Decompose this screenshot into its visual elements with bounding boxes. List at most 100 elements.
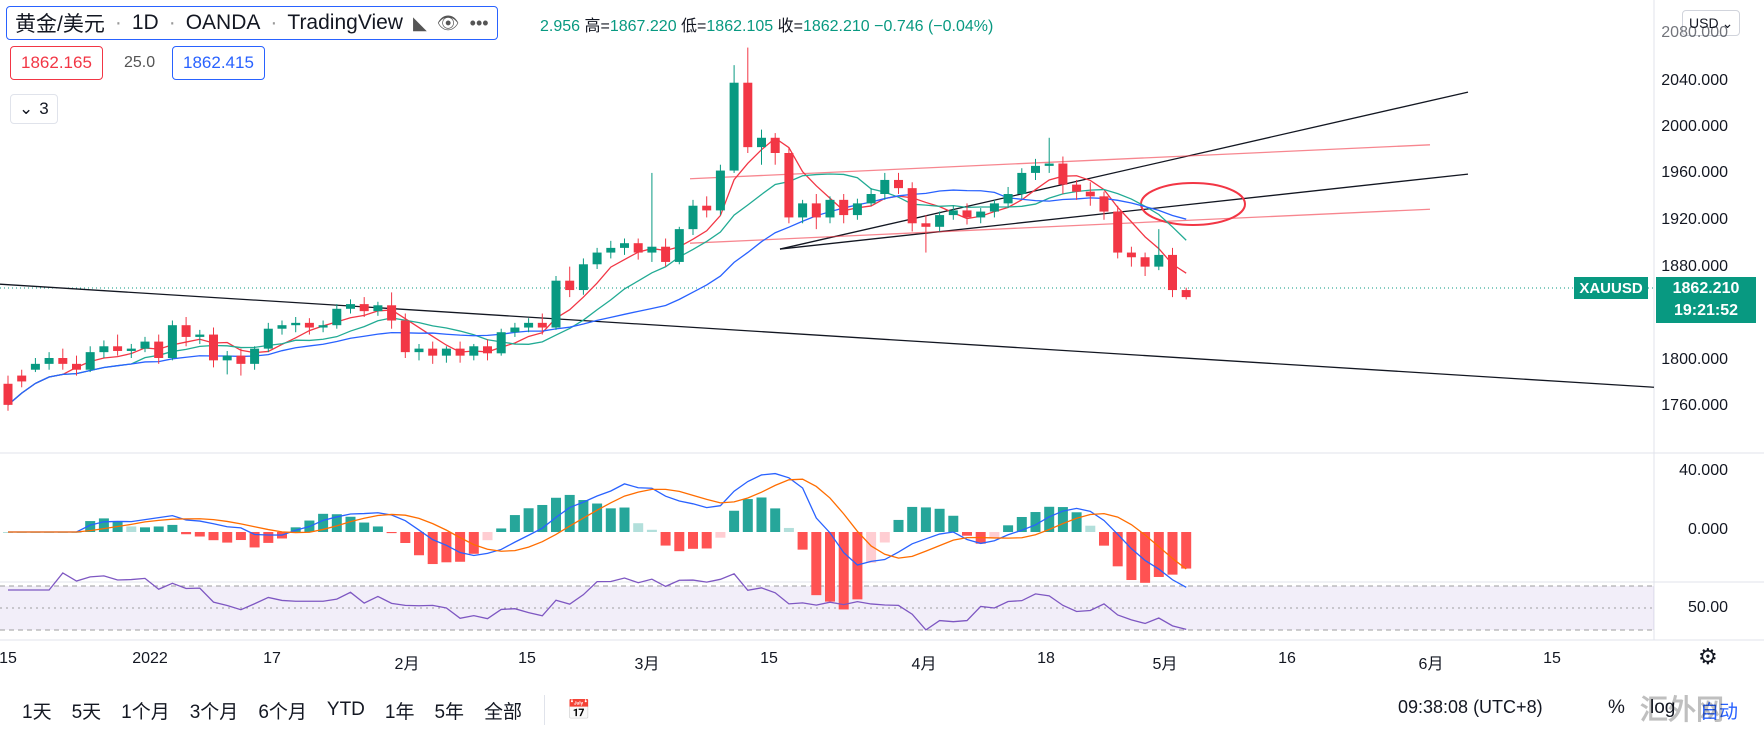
candle-body <box>373 305 383 312</box>
range-ytd[interactable]: YTD <box>326 699 365 720</box>
log-toggle[interactable]: log <box>1650 697 1676 718</box>
more-icon[interactable]: ••• <box>469 12 489 33</box>
range-1d[interactable]: 1天 <box>22 701 52 723</box>
sell-button[interactable]: 1862.165 <box>10 46 103 80</box>
eye-icon[interactable]: 👁 <box>436 12 460 33</box>
candle-body <box>592 252 602 265</box>
candle-body <box>1072 184 1082 192</box>
candle-body <box>236 355 246 364</box>
range-1m[interactable]: 1个月 <box>121 701 170 723</box>
price-label: 1760.000 <box>1661 397 1728 414</box>
time-axis-label: 15 <box>518 650 536 667</box>
macd-histogram-bar <box>1085 525 1096 532</box>
currency-button[interactable]: USD ⌄ <box>1682 10 1741 36</box>
macd-histogram-bar <box>962 532 972 536</box>
macd-histogram-bar <box>756 497 767 532</box>
trendline-channel-lower <box>779 173 1469 250</box>
candle-body <box>962 210 972 218</box>
close-value: 1862.210 <box>802 18 870 35</box>
percent-toggle[interactable]: % <box>1608 697 1625 718</box>
range-5y[interactable]: 5年 <box>434 701 465 723</box>
legend-dot: · <box>168 11 176 34</box>
signal-line <box>8 478 1187 570</box>
macd-histogram-bar <box>208 532 219 541</box>
range-1y[interactable]: 1年 <box>384 701 415 723</box>
macd-histogram-bar <box>838 532 849 610</box>
range-3m[interactable]: 3个月 <box>189 701 239 723</box>
macd-histogram-bar <box>866 532 877 563</box>
candle-body <box>894 179 903 189</box>
macd-histogram-bar <box>1140 532 1151 583</box>
candle-body <box>551 280 561 328</box>
candle-body <box>291 322 301 326</box>
candle-body <box>346 304 355 309</box>
flag-icon[interactable]: ◣ <box>412 12 427 33</box>
candle-body <box>688 205 698 230</box>
macd-histogram-bar <box>592 503 603 532</box>
candle-body <box>1099 196 1109 212</box>
macd-histogram-bar <box>509 515 520 532</box>
macd-histogram-bar <box>551 497 561 532</box>
macd-histogram-bar <box>1181 532 1192 569</box>
candle-body <box>1113 211 1123 253</box>
trendline-red-lower <box>689 208 1431 244</box>
candle-body <box>565 280 575 291</box>
range-6m[interactable]: 6个月 <box>258 701 307 723</box>
clock-timezone[interactable]: 09:38:08 (UTC+8) <box>1398 697 1543 717</box>
auto-toggle[interactable]: 自动 <box>1700 702 1739 723</box>
gear-icon[interactable]: ⚙ <box>1698 644 1718 669</box>
macd-histogram-bar <box>372 526 383 532</box>
symbol-title[interactable]: 黄金/美元 <box>15 13 105 36</box>
candle-body <box>1181 290 1191 298</box>
range-all[interactable]: 全部 <box>484 701 523 723</box>
candle-body <box>606 247 616 253</box>
macd-histogram-bar <box>537 504 548 532</box>
time-axis-label: 15 <box>0 650 17 667</box>
macd-histogram-bar <box>1099 532 1109 546</box>
spread-value: 25.0 <box>124 54 156 71</box>
macd-histogram-bar <box>263 532 274 543</box>
macd-histogram-bar <box>934 508 945 532</box>
candle-body <box>620 243 629 248</box>
candle-body <box>469 346 479 356</box>
macd-histogram-bar <box>633 523 644 532</box>
trendline-long-descending <box>0 283 1655 388</box>
candle-body <box>811 203 821 218</box>
toolbar-divider <box>544 695 546 725</box>
macd-histogram-bar <box>427 532 438 565</box>
macd-histogram-bar <box>1044 506 1055 532</box>
candle-body <box>428 348 438 356</box>
macd-histogram-bar <box>1071 512 1082 532</box>
candle-body <box>729 82 739 171</box>
indicators-toggle[interactable]: ⌄ 3 <box>10 94 58 124</box>
macd-histogram-bar <box>688 532 698 549</box>
macd-histogram-bar <box>153 526 164 532</box>
macd-histogram-bar <box>140 527 150 532</box>
candle-body <box>757 137 766 148</box>
chevron-down-icon: ⌄ <box>1721 14 1734 31</box>
symbol-legend[interactable]: 黄金/美元 · 1D · OANDA · TradingView ◣ 👁 ••• <box>6 6 498 40</box>
candle-body <box>1168 254 1177 291</box>
candle-body <box>1031 165 1040 173</box>
macd-histogram-bar <box>646 529 657 532</box>
candle-body <box>99 346 109 353</box>
date-range-icon[interactable]: 📅 <box>567 700 591 721</box>
candle-body <box>866 194 876 204</box>
candle-body <box>784 153 794 218</box>
candle-body <box>921 223 931 227</box>
buy-button[interactable]: 1862.415 <box>172 46 265 80</box>
candle-body <box>181 325 191 337</box>
macd-histogram-bar <box>879 532 890 543</box>
candle-body <box>85 352 95 370</box>
macd-histogram-bar <box>605 508 616 532</box>
price-label: 1880.000 <box>1661 258 1728 275</box>
range-5d[interactable]: 5天 <box>71 701 102 723</box>
macd-histogram-bar <box>249 532 260 548</box>
interval-label[interactable]: 1D <box>131 11 159 34</box>
macd-histogram-bar <box>715 532 726 538</box>
macd-histogram-bar <box>660 532 671 546</box>
macd-histogram-bar <box>948 515 959 532</box>
candle-body <box>1140 257 1150 267</box>
trendline-red-upper <box>689 144 1431 180</box>
